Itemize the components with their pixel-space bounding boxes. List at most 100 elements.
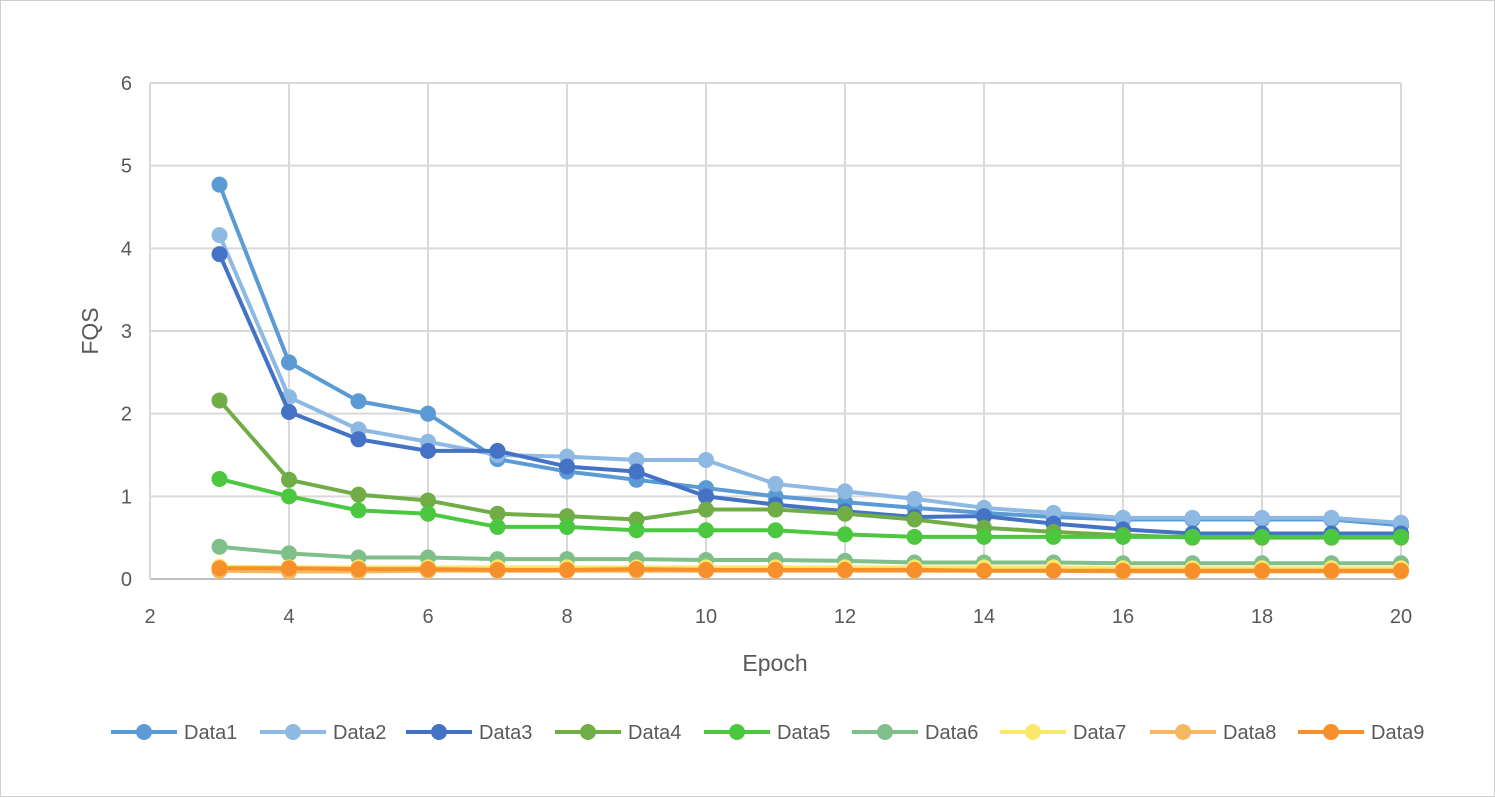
data-point (489, 505, 506, 522)
data-point (420, 442, 436, 459)
series-line (219, 544, 1401, 566)
legend-label: Data9 (1371, 722, 1424, 744)
series-data6 (211, 538, 1409, 572)
data-point (559, 518, 575, 535)
legend-marker (729, 724, 745, 740)
series-data5 (211, 470, 1409, 545)
x-tick-label: 8 (561, 606, 572, 628)
legend-label: Data6 (925, 722, 978, 744)
data-point (350, 393, 367, 410)
legend-marker (431, 724, 447, 740)
data-point (281, 560, 297, 577)
legend-item: Data9 (1298, 722, 1424, 744)
legend-label: Data5 (777, 722, 830, 744)
legend-label: Data7 (1073, 722, 1126, 744)
series-lines (211, 176, 1409, 580)
legend: Data1 Data2 Data3 Data4 Data5 Data6 Data7 Data8… (111, 722, 1424, 744)
legend-label: Data2 (333, 722, 386, 744)
data-point (281, 404, 297, 421)
data-point (211, 538, 228, 555)
data-point (1393, 528, 1409, 545)
data-point (211, 392, 228, 409)
series-data1 (211, 176, 1409, 534)
legend-marker (580, 724, 596, 740)
data-point (1254, 528, 1270, 545)
data-point (281, 545, 297, 562)
legend-item: Data2 (260, 722, 386, 744)
data-point (628, 451, 645, 468)
data-point (1254, 562, 1270, 579)
data-point (559, 458, 575, 475)
data-point (420, 405, 436, 422)
data-point (281, 488, 297, 505)
data-point (211, 246, 228, 263)
data-point (628, 561, 645, 578)
data-point (906, 511, 923, 528)
legend-item: Data7 (1000, 722, 1126, 744)
y-tick-label: 6 (121, 73, 132, 95)
legend-marker (285, 724, 301, 740)
series-data2 (211, 227, 1409, 531)
x-tick-label: 14 (973, 606, 995, 628)
x-tick-label: 20 (1390, 606, 1412, 628)
data-point (976, 508, 992, 525)
data-point (489, 518, 506, 535)
legend-item: Data3 (406, 722, 532, 744)
data-point (211, 176, 228, 193)
legend-label: Data1 (184, 722, 237, 744)
y-tick-label: 3 (121, 321, 132, 343)
data-point (837, 505, 853, 522)
grid (149, 82, 1402, 580)
y-tick-label: 2 (121, 404, 132, 426)
legend-marker (877, 724, 893, 740)
legend-label: Data3 (479, 722, 532, 744)
data-point (698, 522, 714, 539)
legend-marker (1025, 724, 1041, 740)
data-point (628, 463, 645, 480)
data-point (1115, 509, 1131, 526)
series-data9 (211, 560, 1409, 579)
legend-item: Data5 (704, 722, 830, 744)
data-point (350, 561, 367, 578)
data-point (211, 227, 228, 244)
legend-marker (136, 724, 152, 740)
y-axis-title: FQS (77, 307, 103, 354)
data-point (350, 502, 367, 519)
data-point (1045, 528, 1062, 545)
series-line (217, 234, 1402, 525)
data-point (489, 442, 506, 459)
data-point (767, 475, 784, 492)
series-line (217, 183, 1402, 528)
data-point (420, 505, 436, 522)
y-tick-label: 1 (121, 486, 132, 508)
data-point (420, 561, 436, 578)
x-tick-label: 4 (283, 606, 294, 628)
x-tick-label: 10 (695, 606, 717, 628)
y-tick-label: 5 (121, 156, 132, 178)
data-point (350, 431, 367, 448)
series-line (219, 477, 1401, 539)
legend-item: Data1 (111, 722, 237, 744)
x-tick-label: 16 (1112, 606, 1134, 628)
series-data4 (211, 392, 1409, 546)
series-line (219, 566, 1401, 573)
data-point (1045, 562, 1062, 579)
legend-label: Data8 (1223, 722, 1276, 744)
data-point (211, 470, 228, 487)
data-point (420, 492, 436, 509)
data-point (698, 488, 714, 505)
x-tick-label: 2 (144, 606, 155, 628)
data-point (1323, 509, 1340, 526)
data-point (976, 562, 992, 579)
legend-marker (1323, 724, 1339, 740)
legend-item: Data8 (1150, 722, 1276, 744)
y-tick-label: 0 (121, 569, 132, 591)
y-tick-label: 4 (121, 238, 132, 260)
legend-marker (1175, 724, 1191, 740)
legend-label: Data4 (628, 722, 681, 744)
x-tick-label: 6 (422, 606, 433, 628)
data-point (1393, 562, 1409, 579)
data-point (698, 451, 714, 468)
